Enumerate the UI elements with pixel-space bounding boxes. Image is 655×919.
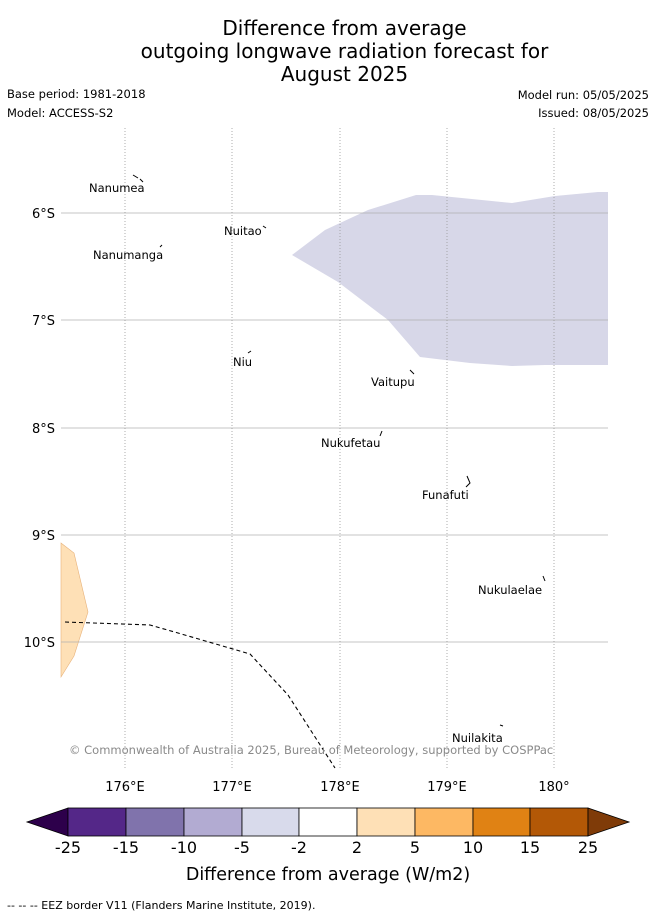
place-label-nukufetau: Nukufetau (321, 436, 380, 450)
island-nuitao (262, 225, 267, 229)
colorbar-tick-5: 5 (410, 838, 420, 857)
colorbar-tick-neg25: -25 (55, 838, 81, 857)
colorbar-tick-neg15: -15 (113, 838, 139, 857)
lon-label-176e: 176°E (105, 780, 145, 795)
colorbar-segment-3 (183, 807, 243, 837)
place-label-funafuti: Funafuti (422, 488, 469, 502)
model-run: Model run: 05/05/2025 (517, 88, 649, 102)
place-label-niu: Niu (233, 355, 252, 369)
issued-date: Issued: 08/05/2025 (538, 106, 649, 120)
title-line-3: August 2025 (280, 62, 409, 86)
colorbar-segment-1 (67, 807, 127, 837)
colorbar-tick-15: 15 (520, 838, 540, 857)
colorbar-tick-25: 25 (578, 838, 598, 857)
latitude-gridlines (61, 212, 608, 643)
lat-label-7s: 7°S (32, 314, 55, 329)
colorbar-tick-neg5: -5 (234, 838, 250, 857)
map-title: Difference from average outgoing longwav… (0, 17, 655, 86)
place-label-nuilakita: Nuilakita (452, 731, 503, 745)
lon-label-179e: 179°E (427, 780, 467, 795)
eez-border-note: -- -- -- EEZ border V11 (Flanders Marine… (7, 899, 316, 912)
island-vaitupu (409, 369, 415, 375)
model-name: Model: ACCESS-S2 (7, 106, 114, 120)
colorbar (25, 807, 631, 837)
island-nanumea (132, 174, 144, 183)
island-nanumanga (159, 244, 163, 248)
lavender-anomaly-region (292, 192, 608, 366)
eez-border-line (64, 621, 336, 769)
colorbar-segment-9 (529, 807, 589, 837)
colorbar-tick-2: 2 (352, 838, 362, 857)
colorbar-max-arrow (587, 807, 631, 837)
colorbar-min-arrow (25, 807, 69, 837)
colorbar-segment-4 (241, 807, 300, 837)
colorbar-tick-neg2: -2 (291, 838, 307, 857)
copyright-notice: © Commonwealth of Australia 2025, Bureau… (69, 743, 553, 757)
colorbar-segment-2 (125, 807, 185, 837)
island-niu (247, 350, 252, 354)
island-nukufetau (379, 430, 383, 437)
colorbar-segment-5 (298, 807, 358, 837)
colorbar-segment-8 (472, 807, 531, 837)
orange-anomaly-region (60, 542, 89, 679)
colorbar-tick-10: 10 (463, 838, 483, 857)
place-label-nanumea: Nanumea (89, 181, 145, 195)
lat-label-10s: 10°S (24, 636, 55, 651)
colorbar-tick-neg10: -10 (171, 838, 197, 857)
island-coastlines (132, 174, 546, 727)
lat-label-8s: 8°S (32, 422, 55, 437)
lon-label-180: 180° (538, 780, 569, 795)
colorbar-segment-6 (356, 807, 416, 837)
place-label-nanumanga: Nanumanga (93, 248, 163, 262)
title-line-1: Difference from average (222, 16, 467, 40)
place-label-nuitao: Nuitao (224, 224, 262, 238)
colorbar-label: Difference from average (W/m2) (186, 865, 470, 885)
place-label-nukulaelae: Nukulaelae (478, 583, 542, 597)
title-line-2: outgoing longwave radiation forecast for (140, 39, 549, 63)
lon-label-178e: 178°E (320, 780, 360, 795)
island-nuilakita (499, 724, 504, 727)
island-funafuti (465, 475, 471, 488)
lon-label-177e: 177°E (212, 780, 252, 795)
colorbar-segment-7 (414, 807, 474, 837)
base-period: Base period: 1981-2018 (7, 87, 146, 101)
lat-label-6s: 6°S (32, 207, 55, 222)
island-nukulaelae (542, 575, 546, 582)
lat-label-9s: 9°S (32, 529, 55, 544)
place-label-vaitupu: Vaitupu (371, 375, 415, 389)
